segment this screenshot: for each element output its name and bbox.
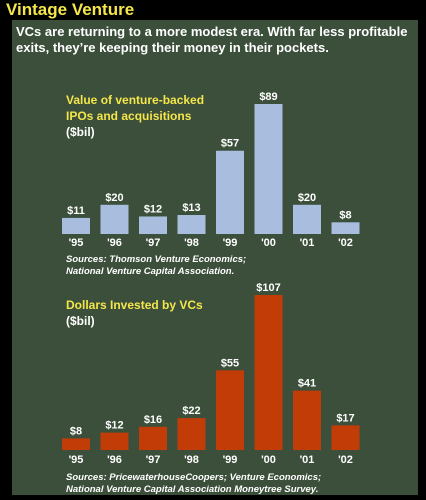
bar-value-label: $8 bbox=[339, 209, 351, 221]
bar-value-label: $22 bbox=[182, 405, 200, 417]
bar-97 bbox=[139, 426, 167, 450]
chart-source-line: Sources: Thomson Venture Economics; bbox=[66, 254, 246, 265]
bar-95 bbox=[62, 438, 90, 450]
x-tick-label: '01 bbox=[300, 454, 315, 466]
x-tick-label: '95 bbox=[69, 237, 84, 249]
x-tick-label: '98 bbox=[184, 237, 199, 249]
page-title: Vintage Venture bbox=[6, 0, 135, 19]
bar-value-label: $55 bbox=[221, 357, 239, 369]
x-tick-label: '96 bbox=[107, 454, 122, 466]
bar-value-label: $89 bbox=[259, 91, 277, 103]
x-tick-label: '02 bbox=[338, 237, 353, 249]
bar-95 bbox=[62, 217, 90, 234]
x-tick-label: '02 bbox=[338, 454, 353, 466]
bar-00 bbox=[254, 295, 283, 450]
bar-98 bbox=[177, 215, 206, 234]
bar-value-label: $12 bbox=[105, 420, 123, 432]
chart-title-line: IPOs and acquisitions bbox=[66, 109, 192, 123]
bar-value-label: $17 bbox=[336, 412, 354, 424]
bar-00 bbox=[254, 104, 283, 234]
bar-value-label: $11 bbox=[67, 205, 85, 217]
bar-01 bbox=[293, 204, 321, 234]
bar-98 bbox=[177, 418, 206, 450]
bar-01 bbox=[293, 390, 321, 450]
intro-text: VCs are returning to a more modest era. … bbox=[16, 24, 408, 55]
bar-value-label: $12 bbox=[144, 203, 162, 215]
x-tick-label: '99 bbox=[223, 237, 238, 249]
bar-99 bbox=[216, 370, 244, 450]
bar-02 bbox=[331, 425, 360, 450]
x-tick-label: '98 bbox=[184, 454, 199, 466]
bar-value-label: $20 bbox=[298, 192, 316, 204]
bar-value-label: $13 bbox=[182, 202, 200, 214]
bar-02 bbox=[331, 222, 360, 234]
chart-title-line: Dollars Invested by VCs bbox=[66, 298, 203, 312]
bar-99 bbox=[216, 150, 244, 234]
chart-source-line: Sources: PricewaterhouseCoopers; Venture… bbox=[66, 472, 321, 483]
x-tick-label: '01 bbox=[300, 237, 315, 249]
bar-value-label: $8 bbox=[70, 425, 82, 437]
bar-value-label: $107 bbox=[256, 282, 280, 294]
bar-96 bbox=[100, 432, 129, 450]
bar-value-label: $20 bbox=[105, 192, 123, 204]
x-tick-label: '97 bbox=[146, 237, 161, 249]
bar-value-label: $57 bbox=[221, 138, 239, 150]
bar-value-label: $16 bbox=[144, 414, 162, 426]
chart-unit-label: ($bil) bbox=[66, 314, 95, 328]
x-tick-label: '00 bbox=[261, 237, 276, 249]
x-tick-label: '96 bbox=[107, 237, 122, 249]
x-tick-label: '00 bbox=[261, 454, 276, 466]
bar-97 bbox=[139, 216, 167, 234]
x-tick-label: '99 bbox=[223, 454, 238, 466]
chart-unit-label: ($bil) bbox=[66, 125, 95, 139]
chart-source-line: National Venture Capital Association. bbox=[66, 266, 234, 277]
bar-96 bbox=[100, 204, 129, 234]
x-tick-label: '95 bbox=[69, 454, 84, 466]
bar-value-label: $41 bbox=[298, 378, 316, 390]
chart-source-line: National Venture Capital Association Mon… bbox=[66, 484, 318, 495]
chart-title-line: Value of venture-backed bbox=[66, 93, 204, 107]
x-tick-label: '97 bbox=[146, 454, 161, 466]
chart-panel bbox=[12, 20, 418, 495]
